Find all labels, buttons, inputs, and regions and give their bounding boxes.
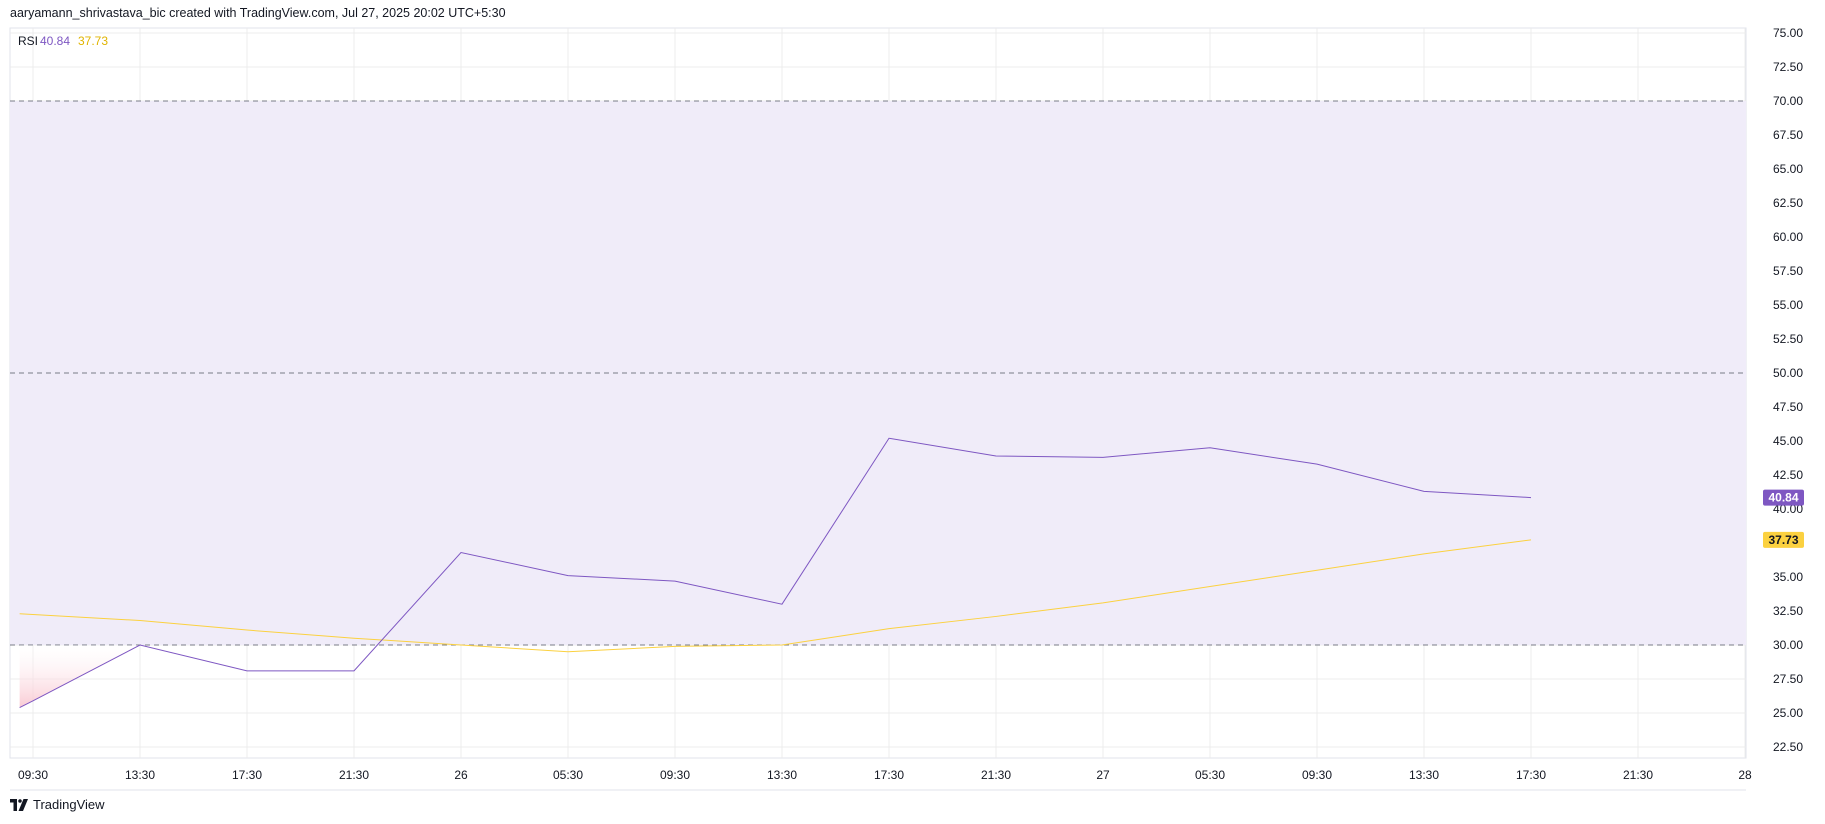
tradingview-logo-icon: [10, 798, 28, 811]
price-badges: 40.84 37.73: [1763, 489, 1804, 548]
ma-last-value-badge: 37.73: [1763, 531, 1804, 548]
x-tick-label: 17:30: [1516, 768, 1546, 782]
y-tick-label: 60.00: [1773, 230, 1803, 244]
legend-rsi-value: 40.84: [40, 34, 70, 48]
x-tick-label: 28: [1738, 768, 1752, 782]
chart-attribution: aaryamann_shrivastava_bic created with T…: [10, 6, 506, 20]
y-tick-label: 45.00: [1773, 434, 1803, 448]
x-tick-label: 05:30: [1195, 768, 1225, 782]
axes: 22.5025.0027.5030.0032.5035.0037.5040.00…: [18, 26, 1803, 782]
x-tick-label: 13:30: [125, 768, 155, 782]
y-tick-label: 67.50: [1773, 128, 1803, 142]
x-tick-label: 09:30: [1302, 768, 1332, 782]
series: [19, 437, 1532, 709]
x-tick-label: 13:30: [767, 768, 797, 782]
rsi-last-value-badge: 40.84: [1763, 489, 1804, 506]
y-tick-label: 52.50: [1773, 332, 1803, 346]
legend: RSI 40.84 37.73: [18, 34, 108, 48]
x-tick-label: 21:30: [981, 768, 1011, 782]
brand-name: TradingView: [33, 797, 105, 812]
legend-label: RSI: [18, 34, 38, 48]
rsi-last-value-badge-text: 40.84: [1768, 491, 1798, 505]
y-tick-label: 42.50: [1773, 468, 1803, 482]
y-tick-label: 22.50: [1773, 740, 1803, 754]
y-tick-label: 32.50: [1773, 604, 1803, 618]
x-tick-label: 09:30: [18, 768, 48, 782]
x-tick-label: 17:30: [874, 768, 904, 782]
y-tick-label: 65.00: [1773, 162, 1803, 176]
x-tick-label: 17:30: [232, 768, 262, 782]
y-tick-label: 30.00: [1773, 638, 1803, 652]
y-tick-label: 70.00: [1773, 94, 1803, 108]
y-tick-label: 62.50: [1773, 196, 1803, 210]
legend-ma-value: 37.73: [78, 34, 108, 48]
x-tick-label: 21:30: [1623, 768, 1653, 782]
y-tick-label: 72.50: [1773, 60, 1803, 74]
x-tick-label: 26: [454, 768, 468, 782]
y-tick-label: 55.00: [1773, 298, 1803, 312]
y-tick-label: 57.50: [1773, 264, 1803, 278]
x-tick-label: 05:30: [553, 768, 583, 782]
y-tick-label: 27.50: [1773, 672, 1803, 686]
x-tick-label: 27: [1096, 768, 1110, 782]
y-tick-label: 25.00: [1773, 706, 1803, 720]
x-tick-label: 13:30: [1409, 768, 1439, 782]
y-tick-label: 50.00: [1773, 366, 1803, 380]
y-tick-label: 35.00: [1773, 570, 1803, 584]
tradingview-logo[interactable]: TradingView: [10, 797, 105, 812]
rsi-line: [19, 437, 1532, 709]
y-tick-label: 47.50: [1773, 400, 1803, 414]
rsi-bands: [10, 100, 1746, 708]
x-tick-label: 21:30: [339, 768, 369, 782]
x-tick-label: 09:30: [660, 768, 690, 782]
y-tick-label: 75.00: [1773, 26, 1803, 40]
ma-last-value-badge-text: 37.73: [1768, 533, 1798, 547]
